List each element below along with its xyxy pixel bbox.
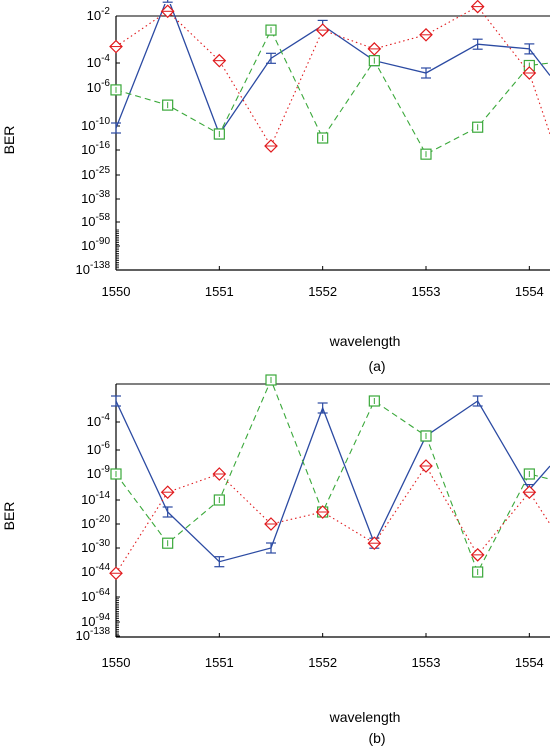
data-point (367, 536, 382, 551)
data-point (162, 0, 173, 3)
data-point (111, 395, 121, 407)
data-point (266, 542, 276, 554)
series-line (116, 378, 550, 574)
data-point (212, 53, 227, 68)
series-line (116, 5, 550, 148)
x-tick-label: 1554 (515, 655, 544, 670)
series-line (116, 464, 550, 574)
x-tick-label: 1550 (102, 284, 131, 299)
x-tick-label: 1550 (102, 655, 131, 670)
x-axis-label: wavelength (329, 333, 401, 349)
y-tick-label: 10-10 (81, 116, 110, 133)
data-point (212, 467, 227, 481)
data-point (109, 39, 123, 54)
data-point (368, 55, 380, 67)
y-tick-label: 10-44 (81, 562, 110, 579)
x-tick-label: 1551 (205, 655, 234, 670)
y-tick-label: 10-20 (81, 514, 110, 531)
chart-panel-a: 10-2 10-4 10-6 10-10 10-16 10-25 10-38 10-58 10-… (0, 0, 550, 374)
data-point (315, 505, 330, 519)
data-point (264, 517, 278, 531)
data-point (265, 24, 277, 36)
y-tick-label: 10-4 (87, 412, 111, 429)
data-point (110, 84, 122, 96)
y-tick-label: 10-90 (81, 236, 110, 253)
data-point (420, 430, 432, 442)
data-point (162, 99, 174, 111)
y-tick-label: 10-6 (87, 78, 111, 95)
y-tick-label: 10-138 (76, 626, 111, 643)
data-point (523, 468, 535, 480)
data-point (162, 537, 174, 549)
data-point (266, 52, 276, 64)
y-tick-label: 10-14 (81, 490, 110, 507)
x-tick-label: 1553 (412, 655, 441, 670)
y-tick-label: 10-25 (81, 165, 110, 182)
y-tick-label: 10-9 (87, 464, 111, 481)
y-axis-label: BER (1, 126, 17, 155)
data-point (472, 121, 484, 133)
x-tick-label: 1553 (412, 284, 441, 299)
data-point (315, 23, 330, 37)
y-axis-label: BER (1, 502, 17, 531)
panel-label: (a) (368, 358, 385, 374)
data-point (470, 0, 485, 14)
series-line (116, 400, 550, 563)
data-point (368, 395, 380, 407)
y-tick-label: 10-94 (81, 612, 110, 629)
data-point (265, 374, 277, 386)
chart-a-svg: 10-2 10-4 10-6 10-10 10-16 10-25 10-38 10-58 10-… (1, 0, 550, 374)
y-tick-label: 10-30 (81, 538, 110, 555)
data-point (264, 139, 278, 153)
data-point (522, 66, 537, 80)
data-point (109, 566, 123, 581)
data-point (522, 485, 537, 500)
y-tick-label: 10-16 (81, 140, 110, 157)
data-point (420, 148, 432, 160)
data-point (162, 506, 173, 518)
x-axis-label: wavelength (329, 709, 401, 725)
data-point (472, 395, 483, 407)
data-point (419, 459, 433, 473)
data-point (470, 548, 485, 562)
x-tick-label: 1552 (308, 284, 337, 299)
data-point (421, 67, 431, 79)
data-point (317, 132, 329, 144)
panel-label: (b) (368, 730, 385, 746)
x-tick-label: 1554 (515, 284, 544, 299)
series-line (116, 28, 550, 155)
data-point (472, 566, 484, 578)
data-point (367, 42, 382, 56)
data-point (472, 38, 483, 50)
chart-panel-b: 10-4 10-6 10-9 10-14 10-20 10-30 10-44 10-64 10-… (0, 372, 550, 747)
data-point (213, 128, 225, 140)
y-tick-label: 10-58 (81, 212, 110, 229)
data-point (160, 485, 175, 500)
data-point (110, 468, 122, 480)
data-point (419, 27, 433, 42)
y-tick-label: 10-6 (87, 440, 111, 457)
y-tick-label: 10-4 (87, 53, 111, 70)
y-tick-label: 10-64 (81, 587, 110, 604)
data-point (214, 556, 225, 568)
data-point (524, 43, 535, 55)
x-tick-label: 1551 (205, 284, 234, 299)
x-tick-label: 1552 (308, 655, 337, 670)
y-tick-label: 10-2 (87, 6, 111, 23)
data-point (160, 4, 175, 19)
y-tick-label: 10-38 (81, 189, 110, 206)
chart-b-svg: 10-4 10-6 10-9 10-14 10-20 10-30 10-44 10-64 10-… (1, 374, 550, 746)
series-line (116, 4, 550, 136)
data-point (317, 402, 328, 414)
y-tick-label: 10-138 (76, 260, 111, 277)
data-point (213, 494, 225, 506)
data-point (111, 122, 121, 134)
